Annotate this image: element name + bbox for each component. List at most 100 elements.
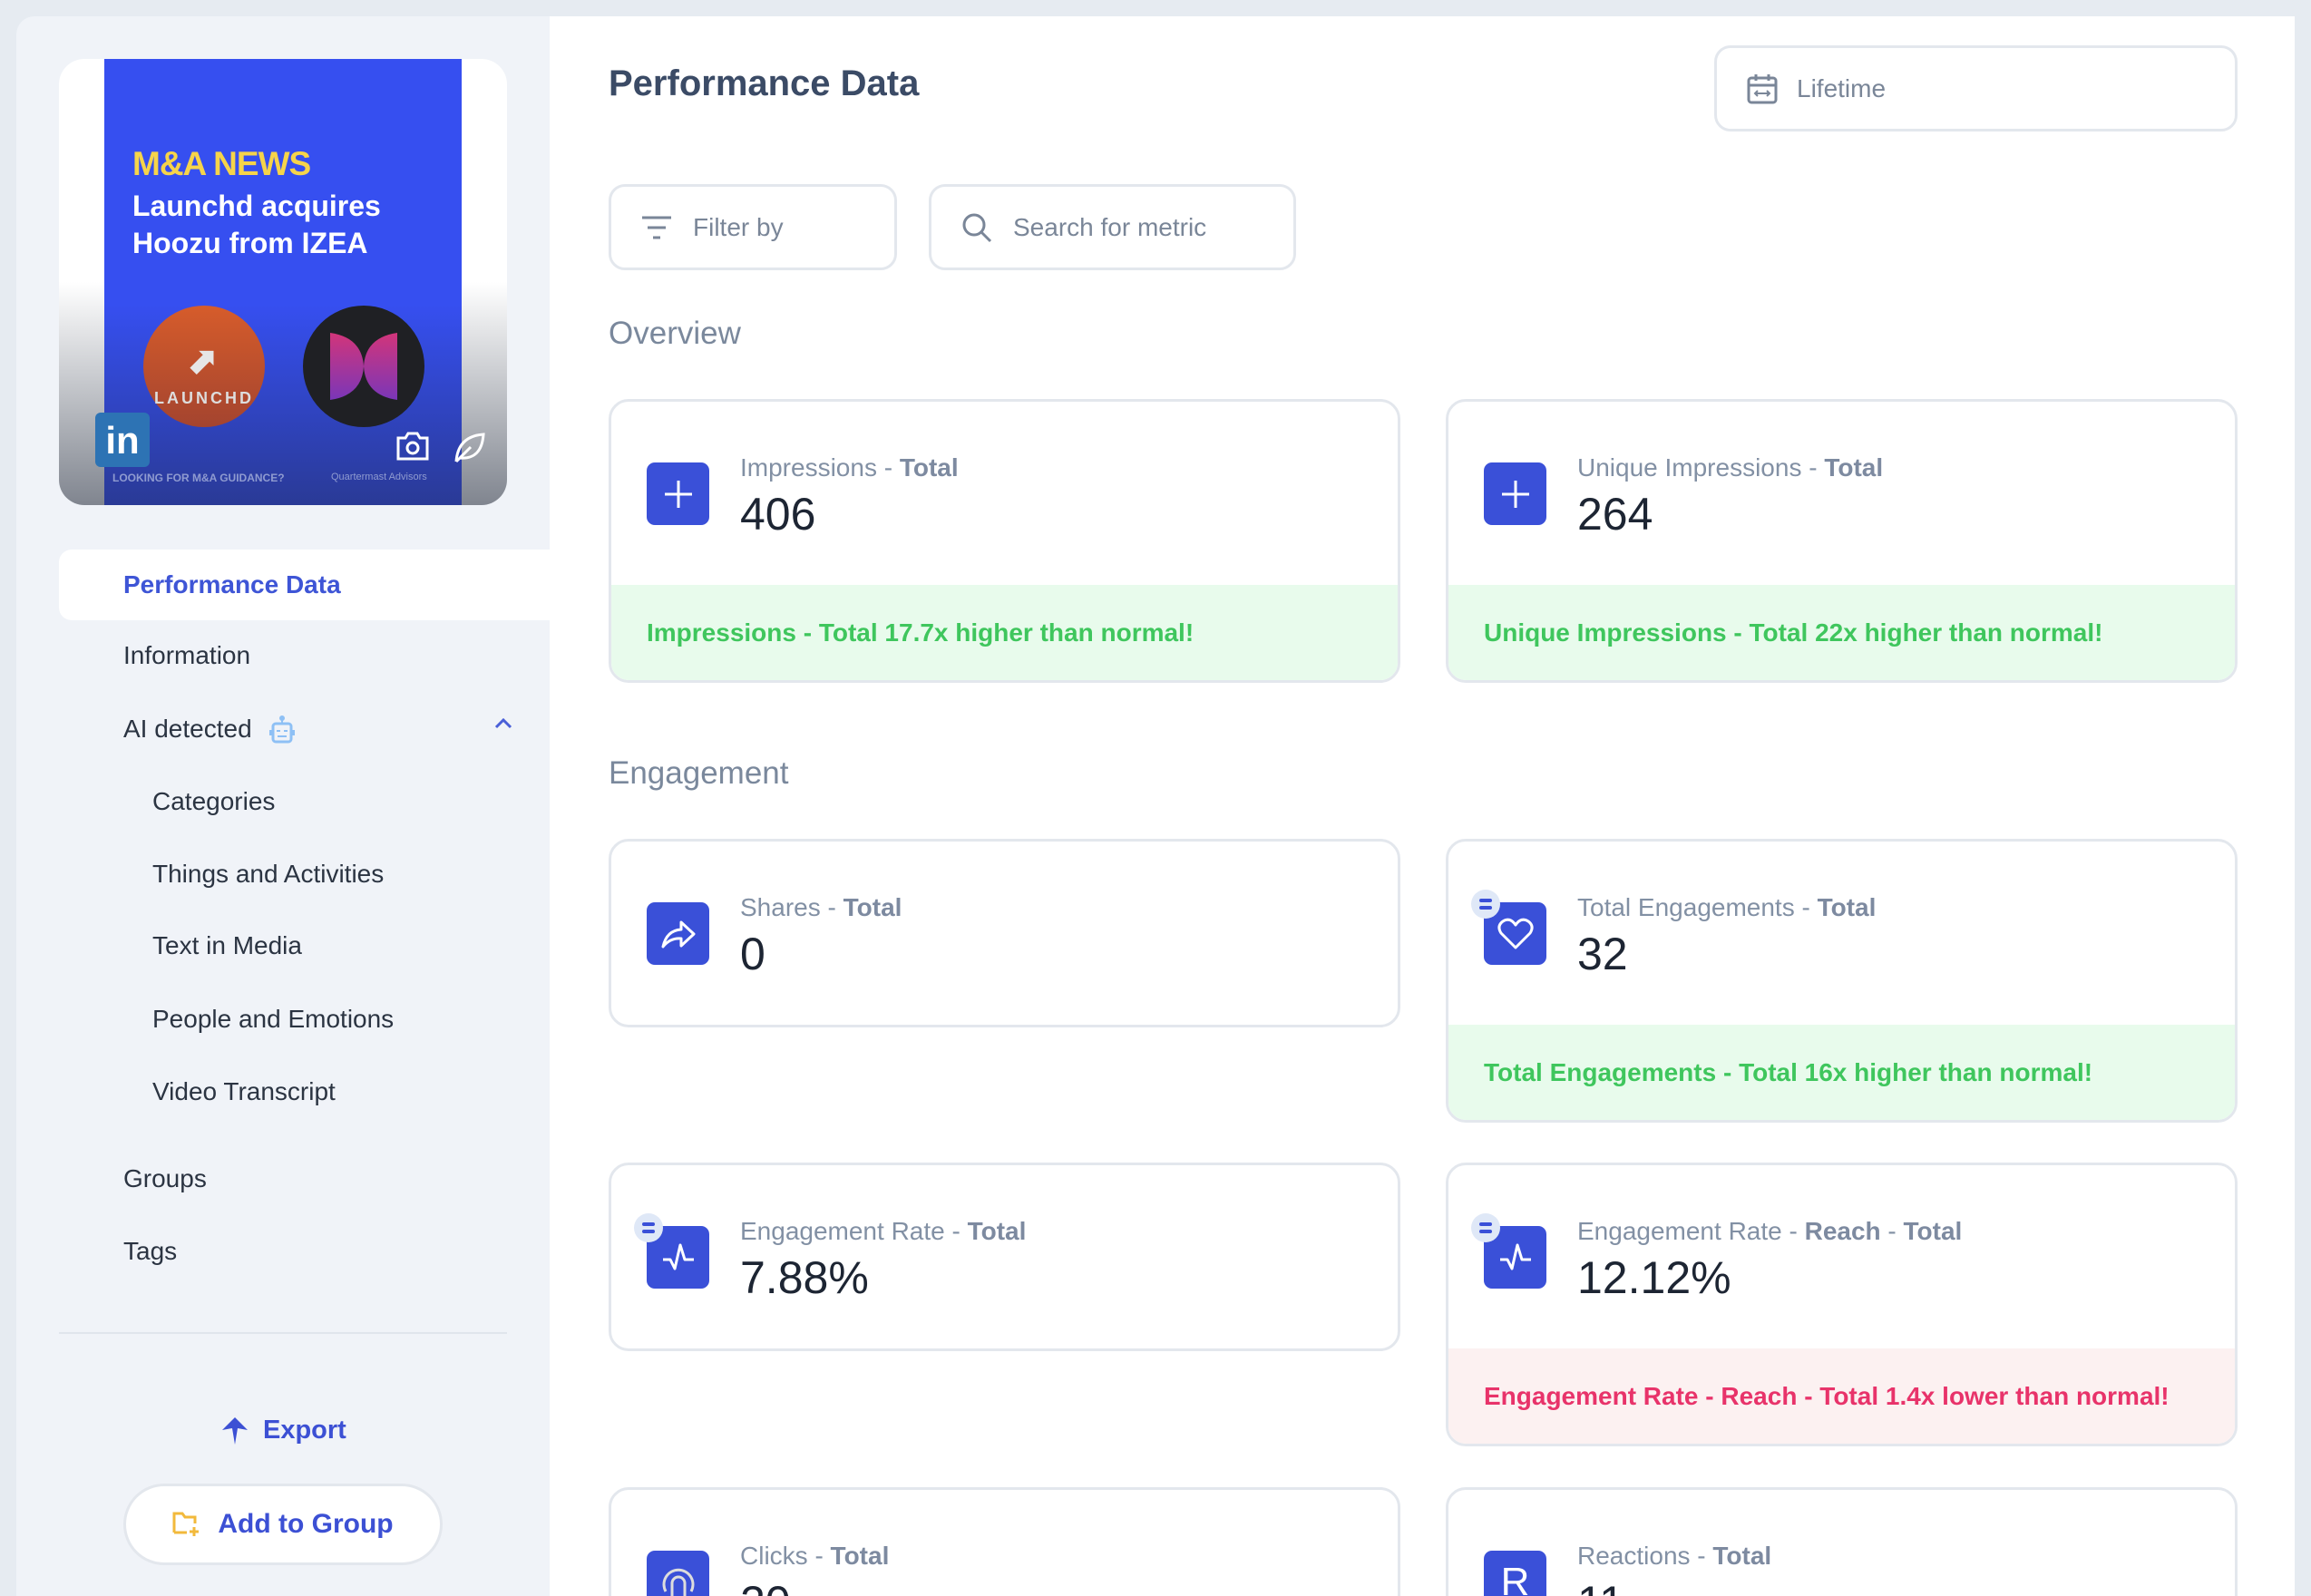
sidebar-item-categories[interactable]: Categories [59, 766, 550, 837]
post-kicker: M&A NEWS [132, 145, 311, 182]
metric-card-body: Impressions - Total 406 [611, 402, 1398, 585]
filter-icon [642, 216, 671, 238]
metric-value: 32 [1577, 929, 1628, 979]
date-range-value: Lifetime [1797, 73, 1887, 102]
sidebar-item-video-transcript[interactable]: Video Transcript [59, 1056, 550, 1127]
metric-label: Total Engagements - Total [1577, 893, 1876, 922]
search-icon [962, 213, 992, 242]
export-label: Export [263, 1416, 346, 1445]
metric-value: 20 [740, 1576, 791, 1596]
metric-card[interactable]: Engagement Rate - Total 7.88% [609, 1163, 1400, 1351]
sidebar-item-groups[interactable]: Groups [59, 1143, 550, 1214]
metric-suffix: Total [1817, 893, 1877, 921]
metric-name: Impressions - [740, 453, 900, 482]
metric-value: 406 [740, 489, 816, 540]
metric-alert: Engagement Rate - Reach - Total 1.4x low… [1448, 1348, 2235, 1444]
metric-label: Unique Impressions - Total [1577, 453, 1883, 482]
calendar-icon [1747, 73, 1778, 103]
metric-card[interactable]: Total Engagements - Total 32 Total Engagem… [1446, 839, 2238, 1123]
metric-label: Engagement Rate - Total [740, 1217, 1026, 1246]
metric-suffix: Total [1903, 1217, 1963, 1245]
sidebar: M&A NEWS Launchd acquires Hoozu from IZE… [16, 16, 550, 1596]
post-footer: LOOKING FOR M&A GUIDANCE? [112, 472, 285, 484]
sidebar-item-tags[interactable]: Tags [59, 1216, 550, 1287]
main-content: Performance Data Lifetime Filter by Sear… [550, 16, 2295, 1596]
hoozu-logo [303, 306, 424, 427]
metric-card[interactable]: Impressions - Total 406 Impressions - Tota… [609, 399, 1400, 683]
metric-value: 0 [740, 929, 765, 979]
metric-card-body: Clicks - Total 20 [611, 1490, 1398, 1596]
page-title: Performance Data [609, 63, 920, 103]
equals-badge-icon[interactable] [634, 1213, 663, 1242]
metric-card-body: Engagement Rate - Total 7.88% [611, 1165, 1398, 1348]
metric-card[interactable]: Clicks - Total 20 [609, 1487, 1400, 1596]
metric-alert: Unique Impressions - Total 22x higher th… [1448, 585, 2235, 680]
sidebar-item-label: Groups [123, 1164, 207, 1192]
pulse-icon [1484, 1226, 1546, 1289]
metric-alert: Total Engagements - Total 16x higher tha… [1448, 1025, 2235, 1120]
metric-card-body: Unique Impressions - Total 264 [1448, 402, 2235, 585]
post-image: M&A NEWS Launchd acquires Hoozu from IZE… [104, 59, 462, 505]
reactions-icon: R [1484, 1551, 1546, 1596]
metric-value: 264 [1577, 489, 1653, 540]
folder-plus-icon [172, 1512, 200, 1536]
metric-name: Engagement Rate - [740, 1217, 968, 1245]
sidebar-item-people-and-emotions[interactable]: People and Emotions [59, 984, 550, 1055]
metric-label: Shares - Total [740, 893, 902, 922]
sidebar-item-label: Categories [152, 787, 276, 815]
sidebar-item-label: Video Transcript [152, 1077, 336, 1105]
post-headline: Launchd acquires Hoozu from IZEA [132, 190, 381, 259]
metric-label: Reactions - Total [1577, 1542, 1771, 1571]
sidebar-item-ai-detected[interactable]: AI detected [59, 694, 550, 764]
plus-icon [1484, 462, 1546, 525]
metric-suffix: Total [830, 1542, 890, 1570]
equals-badge-icon[interactable] [1471, 1213, 1500, 1242]
launchd-logo-text: LAUNCHD [154, 389, 254, 407]
metric-alert: Impressions - Total 17.7x higher than no… [611, 585, 1398, 680]
arrow-up-icon [222, 1416, 248, 1445]
metric-card-body: Shares - Total 0 [611, 842, 1398, 1025]
metric-card[interactable]: Unique Impressions - Total 264 Unique Impr… [1446, 399, 2238, 683]
plus-icon [647, 462, 709, 525]
linkedin-icon: in [95, 413, 150, 467]
metric-card-body: Engagement Rate - Reach - Total 12.12% [1448, 1165, 2235, 1348]
launchd-logo: ⬈ LAUNCHD [143, 306, 265, 427]
metric-name: Shares - [740, 893, 843, 921]
camera-icon[interactable] [395, 431, 430, 462]
leaf-icon[interactable] [453, 431, 487, 465]
sidebar-item-text-in-media[interactable]: Text in Media [59, 910, 550, 981]
search-input[interactable]: Search for metric [929, 184, 1296, 270]
sidebar-item-label: Text in Media [152, 931, 302, 959]
sidebar-item-information[interactable]: Information [59, 620, 550, 691]
chevron-up-icon[interactable] [493, 717, 513, 730]
metric-name: Unique Impressions - [1577, 453, 1825, 482]
date-range-select[interactable]: Lifetime [1714, 45, 2238, 131]
add-to-group-label: Add to Group [218, 1509, 394, 1539]
section-engagement: Engagement [609, 755, 789, 791]
sidebar-item-label: Things and Activities [152, 860, 385, 888]
metric-suffix: Total [1824, 453, 1884, 482]
sidebar-item-label: People and Emotions [152, 1005, 395, 1033]
post-thumbnail[interactable]: M&A NEWS Launchd acquires Hoozu from IZE… [59, 59, 507, 505]
add-to-group-button[interactable]: Add to Group [123, 1484, 443, 1565]
tap-icon [647, 1551, 709, 1596]
export-button[interactable]: Export [221, 1416, 346, 1445]
sidebar-item-things-and-activities[interactable]: Things and Activities [59, 839, 550, 910]
metric-name: Engagement Rate - [1577, 1217, 1805, 1245]
metric-label: Engagement Rate - Reach - Total [1577, 1217, 1963, 1245]
section-overview: Overview [609, 316, 741, 351]
metric-suffix: Total [899, 453, 959, 482]
sidebar-item-label: Tags [123, 1237, 178, 1265]
metric-name: Total Engagements - [1577, 893, 1818, 921]
sidebar-item-label: Performance Data [123, 570, 341, 598]
equals-badge-icon[interactable] [1471, 890, 1500, 919]
filter-button[interactable]: Filter by [609, 184, 897, 270]
sidebar-item-label: Information [123, 641, 251, 669]
metric-card[interactable]: Engagement Rate - Reach - Total 12.12% Eng… [1446, 1163, 2238, 1446]
sidebar-item-performance-data[interactable]: Performance Data [59, 550, 550, 620]
metric-card[interactable]: R Reactions - Total 11 [1446, 1487, 2238, 1596]
metric-card[interactable]: Shares - Total 0 [609, 839, 1400, 1027]
metric-suffix: Total [967, 1217, 1027, 1245]
metric-value: 7.88% [740, 1252, 869, 1303]
metric-card-body: Total Engagements - Total 32 [1448, 842, 2235, 1025]
